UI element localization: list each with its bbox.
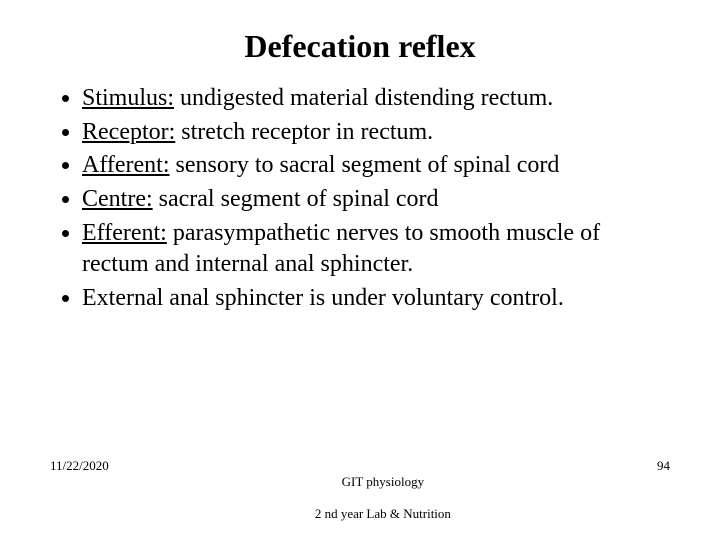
slide-title: Defecation reflex	[0, 0, 720, 83]
bullet-rest: undigested material distending rectum.	[174, 85, 553, 111]
footer-page-number: 94	[657, 458, 670, 474]
bullet-rest: sensory to sacral segment of spinal cord	[170, 152, 560, 178]
bullet-rest: stretch receptor in rectum.	[175, 119, 433, 145]
list-item: Centre: sacral segment of spinal cord	[82, 184, 672, 216]
footer-center-line1: GIT physiology	[342, 474, 424, 489]
footer-center: GIT physiology 2 nd year Lab & Nutrition	[315, 458, 451, 522]
list-item: Receptor: stretch receptor in rectum.	[82, 117, 672, 149]
slide: Defecation reflex Stimulus: undigested m…	[0, 0, 720, 540]
bullet-term: Stimulus:	[82, 85, 174, 111]
list-item: Afferent: sensory to sacral segment of s…	[82, 150, 672, 182]
list-item: External anal sphincter is under volunta…	[82, 283, 672, 315]
bullet-term: Efferent:	[82, 220, 167, 246]
list-item: Stimulus: undigested material distending…	[82, 83, 672, 115]
bullet-list: Stimulus: undigested material distending…	[48, 83, 672, 315]
bullet-rest: sacral segment of spinal cord	[153, 186, 439, 212]
bullet-rest: External anal sphincter is under volunta…	[82, 285, 564, 311]
slide-footer: 11/22/2020 GIT physiology 2 nd year Lab …	[0, 458, 720, 522]
bullet-term: Centre:	[82, 186, 153, 212]
slide-body: Stimulus: undigested material distending…	[0, 83, 720, 315]
footer-center-line2: 2 nd year Lab & Nutrition	[315, 506, 451, 521]
list-item: Efferent: parasympathetic nerves to smoo…	[82, 218, 672, 281]
bullet-term: Receptor:	[82, 119, 175, 145]
footer-date: 11/22/2020	[50, 458, 109, 474]
bullet-term: Afferent:	[82, 152, 170, 178]
